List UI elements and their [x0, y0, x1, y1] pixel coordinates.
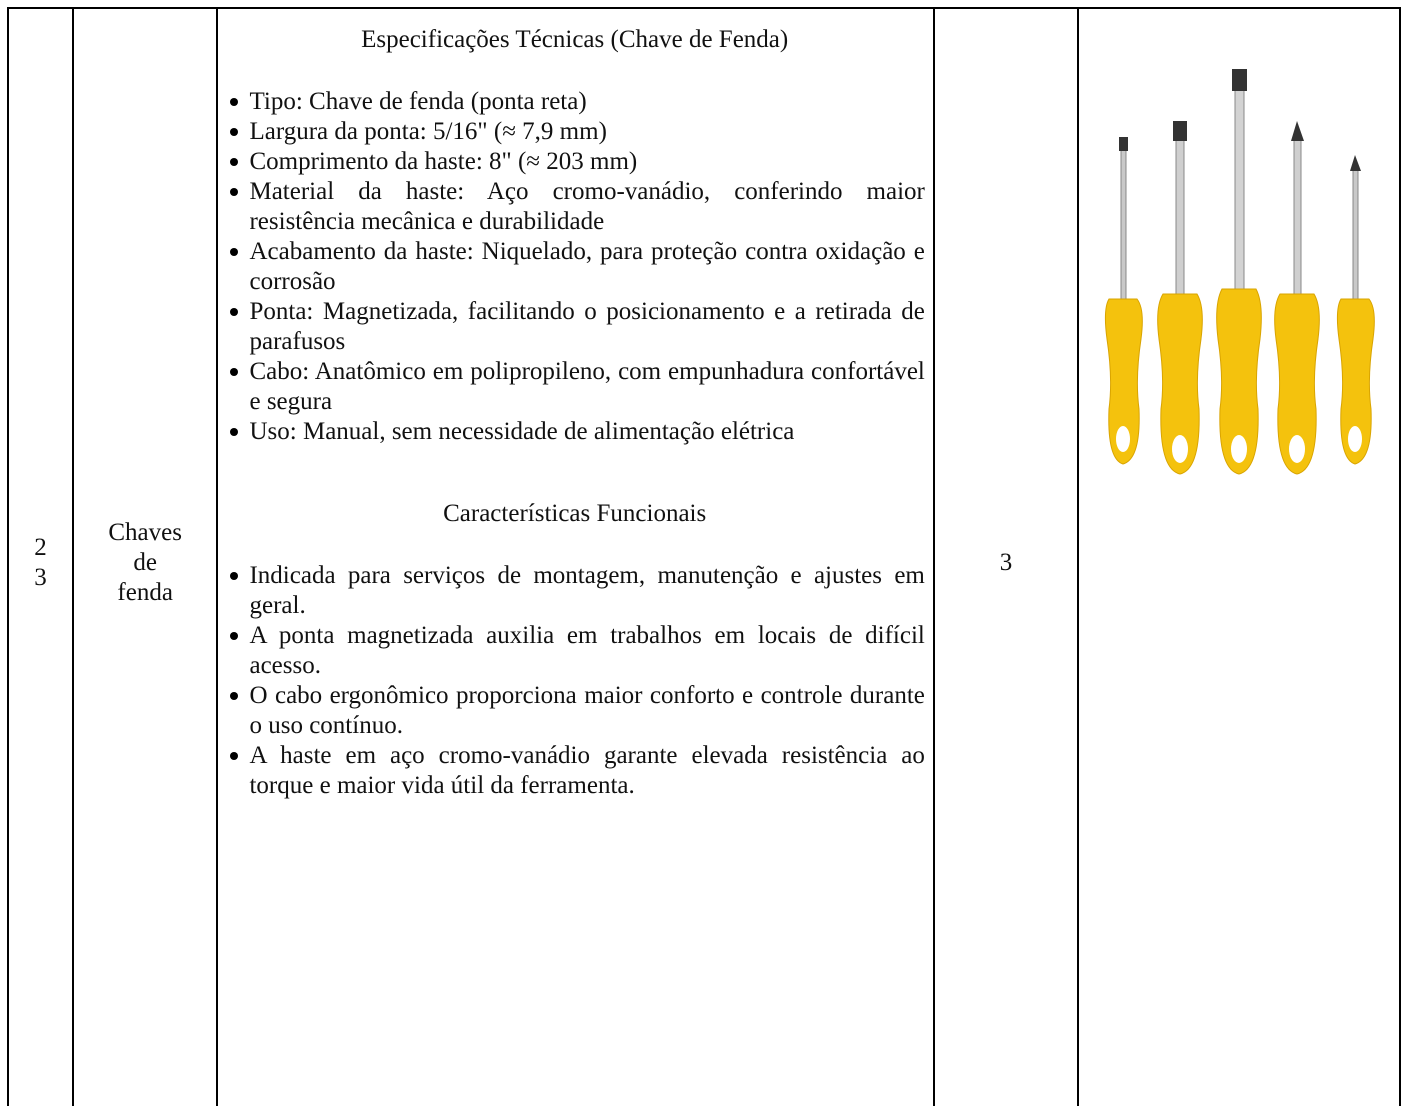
list-item: Ponta: Magnetizada, facilitando o posici… [230, 298, 925, 355]
list-item: A ponta magnetizada auxilia em trabalhos… [230, 622, 925, 679]
list-item: Material da haste: Aço cromo-vanádio, co… [230, 178, 925, 235]
quantity-cell: 3 [932, 7, 1080, 1106]
quantity: 3 [999, 549, 1013, 576]
spec-list: Tipo: Chave de fenda (ponta reta) Largura… [224, 87, 925, 447]
description-cell: Especificações Técnicas (Chave de Fenda)… [216, 7, 935, 1106]
name-cell: Chaves de fenda [71, 7, 219, 1106]
list-item: A haste em aço cromo-vanádio garante ele… [230, 742, 925, 799]
table-row: 23 Chaves de fenda Especificações Técnic… [7, 7, 1401, 1106]
item-cell: 23 [7, 7, 74, 1106]
list-item: Comprimento da haste: 8" (≈ 203 mm) [230, 147, 924, 177]
list-item: Cabo: Anatômico em polipropileno, com em… [230, 358, 925, 415]
image-cell [1077, 7, 1401, 1106]
func-title: Características Funcionais [443, 500, 707, 527]
list-item: Acabamento da haste: Niquelado, para pro… [230, 238, 925, 295]
item-number: 23 [34, 534, 47, 591]
list-item: Largura da ponta: 5/16" (≈ 7,9 mm) [230, 117, 924, 147]
spec-title: Especificações Técnicas (Chave de Fenda) [361, 26, 789, 53]
item-name: Chaves de fenda [108, 519, 182, 606]
list-item: Tipo: Chave de fenda (ponta reta) [230, 87, 924, 117]
list-item: Uso: Manual, sem necessidade de alimenta… [230, 417, 924, 447]
list-item: O cabo ergonômico proporciona maior conf… [230, 682, 925, 739]
product-image [1104, 69, 1375, 475]
list-item: Indicada para serviços de montagem, manu… [230, 562, 925, 619]
func-list: Indicada para serviços de montagem, manu… [224, 561, 925, 801]
spec-table: 23 Chaves de fenda Especificações Técnic… [7, 7, 1401, 1106]
